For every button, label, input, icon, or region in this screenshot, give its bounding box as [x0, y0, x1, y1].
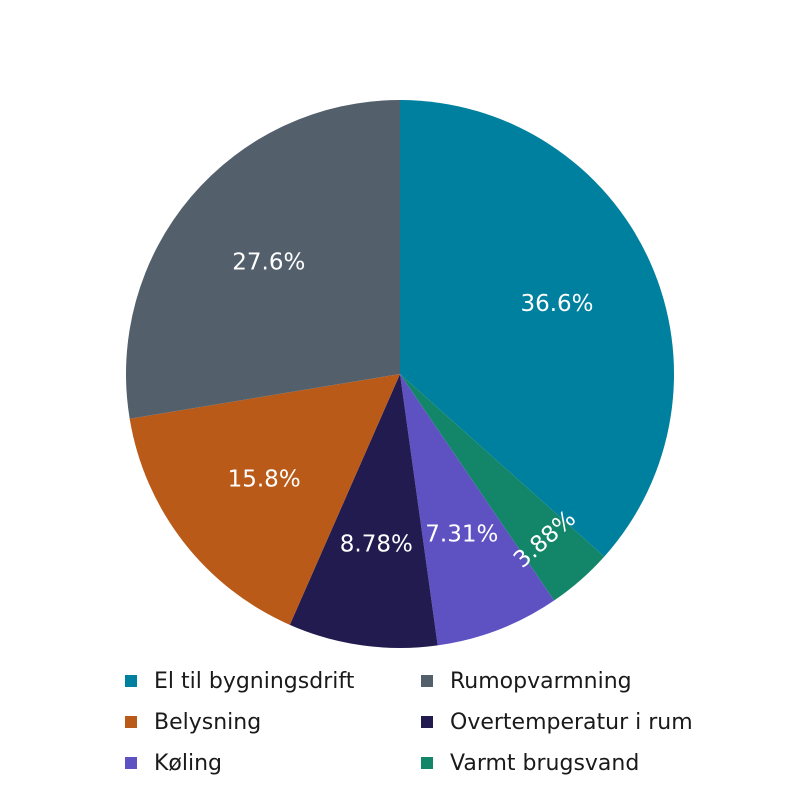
- slice-label: 8.78%: [340, 531, 413, 557]
- legend-label: Overtemperatur i rum: [450, 709, 693, 735]
- slice-label: 36.6%: [520, 291, 593, 317]
- legend-item[interactable]: Varmt brugsvand: [421, 750, 721, 776]
- legend-swatch: [421, 757, 433, 769]
- legend-label: Rumopvarmning: [450, 668, 632, 694]
- slice-label: 7.31%: [425, 522, 498, 548]
- slice-label: 15.8%: [228, 467, 301, 493]
- legend-label: El til bygningsdrift: [154, 668, 355, 694]
- legend-swatch: [125, 675, 137, 687]
- legend-item[interactable]: El til bygningsdrift: [125, 668, 421, 694]
- legend-swatch: [125, 716, 137, 728]
- legend-item[interactable]: Rumopvarmning: [421, 668, 721, 694]
- legend-swatch: [421, 716, 433, 728]
- slice-label: 27.6%: [232, 250, 305, 276]
- pie-slice[interactable]: [400, 374, 555, 646]
- pie-slices: [126, 100, 674, 649]
- legend-item[interactable]: Køling: [125, 750, 421, 776]
- legend-swatch: [125, 757, 137, 769]
- legend-label: Køling: [154, 750, 223, 776]
- legend-label: Varmt brugsvand: [450, 750, 640, 776]
- legend-label: Belysning: [154, 709, 262, 735]
- pie-slice[interactable]: [289, 374, 438, 649]
- legend-swatch: [421, 675, 433, 687]
- pie-slice[interactable]: [400, 100, 674, 557]
- legend: El til bygningsdrift Rumopvarmning Belys…: [125, 668, 745, 776]
- pie-slice[interactable]: [129, 374, 401, 625]
- legend-item[interactable]: Belysning: [125, 709, 421, 735]
- pie-slice[interactable]: [126, 100, 400, 419]
- pie-slice[interactable]: [400, 374, 605, 601]
- legend-item[interactable]: Overtemperatur i rum: [421, 709, 721, 735]
